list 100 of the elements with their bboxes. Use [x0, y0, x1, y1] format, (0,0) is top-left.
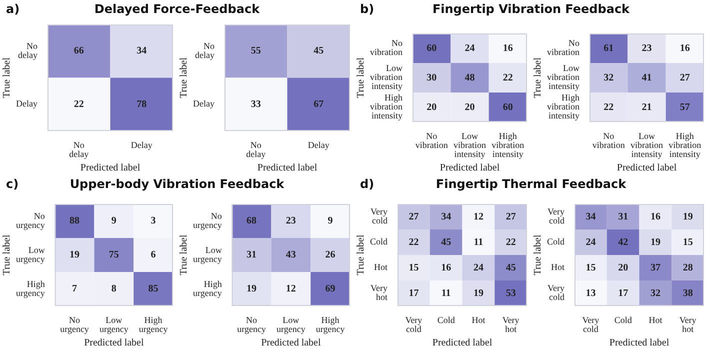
- data-label: 69: [325, 284, 336, 295]
- data-label: 15: [682, 236, 693, 248]
- data-label: 27: [408, 211, 419, 222]
- y-tick-label: Very hot: [370, 283, 388, 302]
- y-tick-label: Cold: [546, 236, 565, 247]
- x-tick-label: Very hot: [502, 314, 520, 334]
- data-label: 19: [70, 250, 80, 261]
- data-label: 24: [586, 236, 596, 248]
- x-tick-label: No vibration: [592, 130, 626, 150]
- x-tick-label: No delay: [246, 140, 266, 159]
- y-axis-title: True label: [178, 57, 190, 98]
- chart-title: Fingertip Thermal Feedback: [436, 177, 626, 191]
- x-tick-label: Low urgency: [276, 314, 306, 334]
- x-tick-label: Low urgency: [100, 314, 129, 334]
- y-tick-label: Very cold: [548, 206, 565, 226]
- data-label: 45: [506, 262, 516, 274]
- text: c): [6, 177, 19, 191]
- x-tick-label: No urgency: [60, 314, 90, 334]
- x-tick-label: Delay: [130, 140, 153, 150]
- data-label: 23: [286, 216, 296, 227]
- data-label: 34: [586, 211, 596, 222]
- data-label: 11: [441, 288, 451, 299]
- y-tick-label: No delay: [194, 40, 215, 60]
- data-label: 22: [506, 236, 516, 248]
- data-label: 19: [650, 236, 660, 248]
- data-label: 24: [464, 42, 475, 54]
- x-axis-title: Predicted label: [616, 162, 677, 174]
- y-axis-title: True label: [532, 234, 544, 276]
- data-label: 60: [426, 42, 437, 54]
- x-tick-label: Very cold: [582, 314, 600, 334]
- x-axis-title: Predicted label: [80, 162, 140, 174]
- x-tick-label: No urgency: [237, 314, 266, 334]
- data-label: 42: [618, 236, 628, 248]
- data-label: 8: [111, 284, 116, 295]
- x-tick-label: Delay: [308, 140, 330, 150]
- data-label: 38: [682, 288, 693, 299]
- y-tick-label: Very cold: [370, 206, 388, 226]
- data-label: 3: [150, 216, 156, 227]
- data-label: 22: [604, 102, 614, 113]
- x-tick-label: Hot: [648, 314, 663, 325]
- chart-title: Delayed Force-Feedback: [94, 2, 260, 16]
- data-label: 61: [604, 42, 614, 54]
- data-label: 28: [682, 262, 693, 274]
- x-axis-title: Predicted label: [257, 162, 318, 174]
- data-label: 48: [464, 72, 475, 84]
- data-label: 22: [502, 72, 513, 84]
- y-axis-title: True label: [178, 234, 190, 276]
- data-label: 7: [72, 284, 78, 295]
- x-tick-label: Low vibration intensity: [453, 130, 486, 159]
- chart-title: Upper-body Vibration Feedback: [70, 177, 284, 191]
- data-label: 20: [426, 102, 437, 113]
- data-label: 75: [108, 250, 119, 261]
- x-axis-title: Predicted label: [440, 162, 500, 174]
- data-label: 16: [502, 42, 513, 54]
- data-label: 22: [74, 98, 84, 110]
- data-label: 9: [328, 216, 333, 227]
- y-axis-title: True label: [2, 57, 13, 98]
- y-tick-label: No vibration: [546, 38, 580, 58]
- x-tick-label: Low vibration intensity: [630, 130, 664, 159]
- data-label: 33: [250, 98, 261, 110]
- y-tick-label: Low urgency: [16, 244, 46, 264]
- data-label: 37: [650, 262, 660, 274]
- y-tick-label: Hot: [374, 262, 388, 272]
- x-tick-label: No delay: [69, 140, 90, 159]
- x-tick-label: High urgency: [316, 314, 346, 334]
- y-tick-label: Delay: [192, 98, 215, 109]
- data-label: 12: [286, 284, 296, 295]
- data-label: 27: [680, 72, 690, 84]
- data-label: 78: [136, 98, 147, 110]
- y-tick-label: High vibration intensity: [370, 92, 403, 121]
- data-label: 41: [642, 72, 652, 84]
- y-axis-title: True label: [356, 57, 367, 98]
- y-tick-label: Very cold: [548, 283, 565, 302]
- data-label: 66: [74, 46, 84, 57]
- data-label: 22: [408, 236, 419, 248]
- y-tick-label: High urgency: [16, 278, 46, 298]
- data-label: 6: [150, 250, 156, 261]
- data-label: 34: [441, 211, 452, 222]
- data-label: 21: [642, 102, 652, 113]
- data-label: 60: [502, 102, 513, 113]
- y-tick-label: Delay: [16, 98, 38, 109]
- data-label: 43: [286, 250, 296, 261]
- x-axis-title: Predicted label: [432, 338, 492, 349]
- data-label: 17: [408, 288, 419, 299]
- data-label: 9: [111, 216, 116, 227]
- data-label: 19: [246, 284, 257, 295]
- data-label: 19: [682, 211, 693, 222]
- x-axis-title: Predicted label: [261, 338, 321, 349]
- data-label: 68: [246, 216, 257, 227]
- data-label: 17: [618, 288, 628, 299]
- x-tick-label: Cold: [614, 314, 632, 325]
- data-label: 19: [473, 288, 484, 299]
- data-label: 55: [250, 46, 261, 57]
- data-label: 23: [642, 42, 652, 54]
- x-axis-title: Predicted label: [84, 338, 144, 349]
- data-label: 45: [441, 236, 452, 248]
- data-label: 15: [586, 262, 596, 274]
- data-label: 20: [464, 102, 475, 113]
- y-tick-label: Hot: [551, 262, 566, 272]
- x-tick-label: Cold: [437, 314, 456, 325]
